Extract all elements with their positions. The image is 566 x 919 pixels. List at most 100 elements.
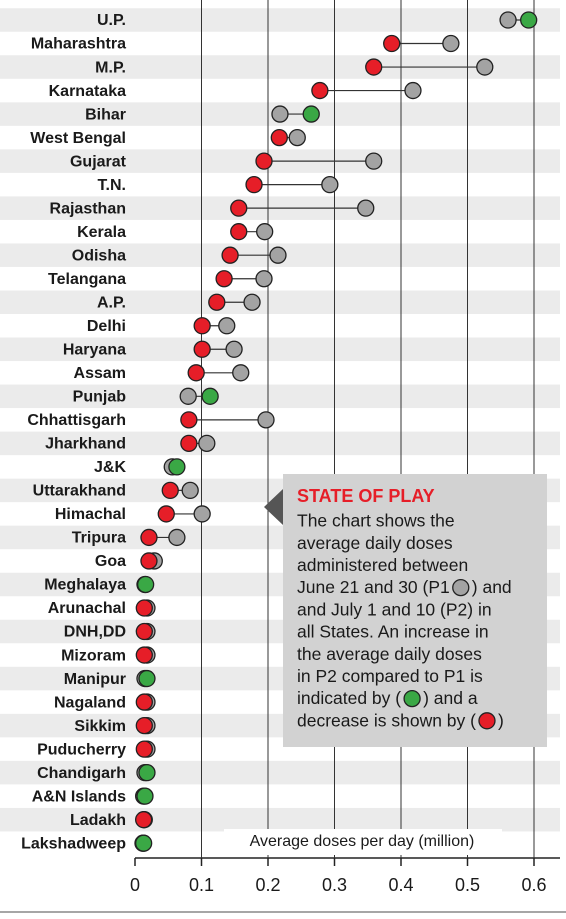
p1-dot — [182, 482, 198, 498]
p2-dot — [271, 130, 287, 146]
p2-dot — [169, 459, 185, 475]
y-tick-label: Meghalaya — [44, 577, 126, 594]
y-tick-label: Bihar — [85, 106, 126, 123]
y-tick-label: Mizoram — [61, 647, 126, 664]
y-tick-label: Nagaland — [54, 694, 126, 711]
p1-dot — [226, 341, 242, 357]
annotation-text: indicated by ( — [297, 688, 401, 708]
annotation-icon — [453, 580, 469, 596]
y-tick-label: A&N Islands — [32, 788, 126, 805]
p1-dot — [258, 412, 274, 428]
p2-dot — [521, 12, 537, 28]
x-axis-title: Average doses per day (million) — [250, 833, 475, 850]
y-tick-label: Goa — [95, 553, 126, 570]
row-band — [0, 8, 560, 32]
p2-dot — [384, 36, 400, 52]
y-tick-label: A.P. — [97, 294, 126, 311]
x-tick-label: 0 — [130, 875, 140, 895]
p1-dot — [256, 271, 272, 287]
y-tick-label: Haryana — [63, 341, 126, 358]
p1-dot — [233, 365, 249, 381]
p1-dot — [289, 130, 305, 146]
p2-dot — [312, 83, 328, 99]
y-tick-label: Telangana — [48, 271, 126, 288]
p2-dot — [141, 553, 157, 569]
annotation-text: The chart shows the — [297, 511, 455, 531]
p1-dot — [477, 59, 493, 75]
p2-dot — [181, 412, 197, 428]
p1-dot — [219, 318, 235, 334]
annotation-text: decrease is shown by ( — [297, 710, 476, 730]
p2-dot — [158, 506, 174, 522]
p1-dot — [500, 12, 516, 28]
p1-dot — [257, 224, 273, 240]
y-tick-label: Uttarakhand — [33, 483, 126, 500]
annotation-text: ) — [498, 710, 504, 730]
y-tick-label: Kerala — [77, 224, 126, 241]
p2-dot — [231, 224, 247, 240]
y-tick-label: West Bengal — [30, 130, 126, 147]
annotation-text: average daily doses — [297, 533, 453, 553]
annotation-text: the average daily doses — [297, 644, 482, 664]
p2-dot — [231, 200, 247, 216]
p1-dot — [270, 247, 286, 263]
annotation-text: all States. An increase in — [297, 622, 489, 642]
p2-dot — [136, 812, 152, 828]
p2-dot — [136, 694, 152, 710]
p2-dot — [366, 59, 382, 75]
x-tick-label: 0.5 — [455, 875, 480, 895]
chart: 00.10.20.30.40.50.6 Average doses per da… — [0, 0, 566, 919]
y-tick-label: Chandigarh — [37, 765, 126, 782]
y-tick-label: Ladakh — [70, 812, 126, 829]
y-tick-label: Odisha — [72, 247, 126, 264]
p2-dot — [209, 294, 225, 310]
y-tick-label: U.P. — [97, 12, 126, 29]
x-tick-label: 0.3 — [322, 875, 347, 895]
x-tick-label: 0.4 — [388, 875, 413, 895]
y-tick-label: Punjab — [73, 389, 127, 406]
p2-dot — [136, 624, 152, 640]
p2-dot — [162, 482, 178, 498]
x-tick-label: 0.1 — [189, 875, 214, 895]
annotation-title: STATE OF PLAY — [297, 486, 435, 506]
p1-dot — [443, 36, 459, 52]
y-tick-label: J&K — [94, 459, 126, 476]
p2-dot — [136, 600, 152, 616]
p2-dot — [194, 318, 210, 334]
annotation-text: ) and — [472, 577, 512, 597]
p2-dot — [139, 765, 155, 781]
p2-dot — [194, 341, 210, 357]
y-tick-label: Manipur — [64, 671, 126, 688]
annotation-text: and July 1 and 10 (P2) in — [297, 599, 492, 619]
y-tick-label: Sikkim — [74, 718, 126, 735]
p2-dot — [136, 647, 152, 663]
p2-dot — [136, 835, 152, 851]
p2-dot — [141, 529, 157, 545]
p2-dot — [202, 388, 218, 404]
y-tick-label: Karnataka — [49, 83, 126, 100]
p2-dot — [222, 247, 238, 263]
p2-dot — [136, 718, 152, 734]
annotation: STATE OF PLAY The chart shows theaverage… — [264, 474, 547, 747]
y-tick-label: Chhattisgarh — [27, 412, 126, 429]
y-tick-label: Assam — [74, 365, 126, 382]
p2-dot — [181, 435, 197, 451]
annotation-text: in P2 compared to P1 is — [297, 666, 483, 686]
annotation-text: June 21 and 30 (P1 — [297, 577, 450, 597]
y-tick-label: Himachal — [55, 506, 126, 523]
y-tick-label: Arunachal — [48, 600, 126, 617]
y-tick-label: Gujarat — [70, 153, 127, 170]
p2-dot — [256, 153, 272, 169]
y-tick-label: Delhi — [87, 318, 126, 335]
annotation-icon — [479, 713, 495, 729]
annotation-text: ) and a — [423, 688, 478, 708]
p2-dot — [138, 576, 154, 592]
p1-dot — [358, 200, 374, 216]
p2-dot — [139, 671, 155, 687]
p2-dot — [303, 106, 319, 122]
y-tick-label: M.P. — [95, 59, 126, 76]
p2-dot — [246, 177, 262, 193]
annotation-text: administered between — [297, 555, 468, 575]
y-tick-label: DNH,DD — [64, 624, 126, 641]
p1-dot — [405, 83, 421, 99]
